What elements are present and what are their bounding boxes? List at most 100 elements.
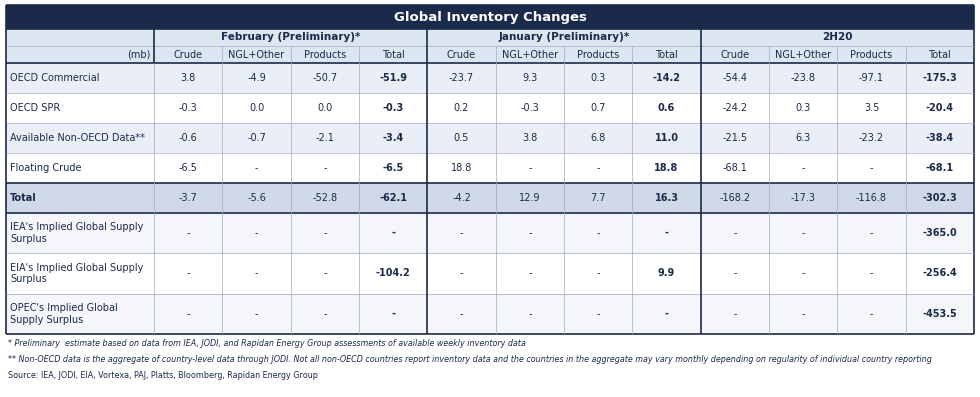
Text: -38.4: -38.4 <box>926 133 954 143</box>
Text: -68.1: -68.1 <box>722 163 748 173</box>
Bar <box>6 63 974 93</box>
Text: -: - <box>528 268 531 278</box>
Text: -: - <box>323 228 326 238</box>
Text: -: - <box>460 268 464 278</box>
Text: -0.3: -0.3 <box>178 103 198 113</box>
Bar <box>6 213 974 253</box>
Text: -2.1: -2.1 <box>316 133 334 143</box>
Text: -3.4: -3.4 <box>382 133 404 143</box>
Text: -4.2: -4.2 <box>452 193 471 203</box>
Text: -62.1: -62.1 <box>379 193 407 203</box>
Text: -23.8: -23.8 <box>791 73 815 83</box>
Text: 9.9: 9.9 <box>658 268 675 278</box>
Text: -: - <box>870 268 873 278</box>
Text: -4.9: -4.9 <box>247 73 266 83</box>
Text: 9.3: 9.3 <box>522 73 537 83</box>
Text: 0.6: 0.6 <box>658 103 675 113</box>
Text: 7.7: 7.7 <box>590 193 606 203</box>
Text: -97.1: -97.1 <box>859 73 884 83</box>
Text: 3.5: 3.5 <box>863 103 879 113</box>
Text: -: - <box>460 309 464 319</box>
Text: 0.2: 0.2 <box>454 103 469 113</box>
Text: -: - <box>323 163 326 173</box>
Text: -: - <box>870 228 873 238</box>
Text: -: - <box>255 309 259 319</box>
Text: Products: Products <box>304 50 346 60</box>
Text: -50.7: -50.7 <box>313 73 337 83</box>
Text: -54.4: -54.4 <box>722 73 748 83</box>
Text: (mb): (mb) <box>126 50 150 60</box>
Text: -175.3: -175.3 <box>922 73 957 83</box>
Text: Products: Products <box>851 50 893 60</box>
Text: Total: Total <box>382 50 405 60</box>
Text: * Preliminary  estimate based on data from IEA, JODI, and Rapidan Energy Group a: * Preliminary estimate based on data fro… <box>8 339 526 348</box>
Text: -302.3: -302.3 <box>922 193 957 203</box>
Text: -5.6: -5.6 <box>247 193 266 203</box>
Text: -23.7: -23.7 <box>449 73 474 83</box>
Text: February (Preliminary)*: February (Preliminary)* <box>220 33 361 42</box>
Text: -: - <box>255 268 259 278</box>
Text: -: - <box>391 309 395 319</box>
Bar <box>6 5 974 29</box>
Text: ** Non-OECD data is the aggregate of country-level data through JODI. Not all no: ** Non-OECD data is the aggregate of cou… <box>8 355 932 364</box>
Text: -: - <box>323 268 326 278</box>
Text: 0.0: 0.0 <box>318 103 332 113</box>
Text: Global Inventory Changes: Global Inventory Changes <box>394 10 586 23</box>
Text: -: - <box>255 228 259 238</box>
Text: -: - <box>802 309 805 319</box>
Text: -365.0: -365.0 <box>922 228 957 238</box>
Text: -0.3: -0.3 <box>382 103 404 113</box>
Text: 18.8: 18.8 <box>451 163 472 173</box>
Text: -17.3: -17.3 <box>791 193 815 203</box>
Text: OECD Commercial: OECD Commercial <box>10 73 100 83</box>
Bar <box>6 123 974 153</box>
Text: -: - <box>597 228 600 238</box>
Text: 6.3: 6.3 <box>796 133 810 143</box>
Text: -: - <box>528 163 531 173</box>
Text: -0.7: -0.7 <box>247 133 266 143</box>
Text: Available Non-OECD Data**: Available Non-OECD Data** <box>10 133 145 143</box>
Text: -21.5: -21.5 <box>722 133 748 143</box>
Text: NGL+Other: NGL+Other <box>775 50 831 60</box>
Text: -: - <box>460 228 464 238</box>
Text: -: - <box>733 309 737 319</box>
Text: 11.0: 11.0 <box>655 133 678 143</box>
Text: Crude: Crude <box>173 50 203 60</box>
Text: 0.5: 0.5 <box>454 133 469 143</box>
Text: -: - <box>664 228 668 238</box>
Text: 3.8: 3.8 <box>522 133 537 143</box>
Text: 6.8: 6.8 <box>591 133 606 143</box>
Bar <box>6 153 974 183</box>
Text: Total: Total <box>10 193 37 203</box>
Text: 3.8: 3.8 <box>180 73 196 83</box>
Text: -24.2: -24.2 <box>722 103 748 113</box>
Text: -68.1: -68.1 <box>926 163 954 173</box>
Text: Total: Total <box>655 50 678 60</box>
Text: Crude: Crude <box>447 50 476 60</box>
Bar <box>6 294 974 334</box>
Text: Floating Crude: Floating Crude <box>10 163 81 173</box>
Text: -: - <box>186 309 190 319</box>
Text: -: - <box>597 309 600 319</box>
Text: -116.8: -116.8 <box>856 193 887 203</box>
Text: -: - <box>733 228 737 238</box>
Text: EIA's Implied Global Supply
Surplus: EIA's Implied Global Supply Surplus <box>10 263 143 284</box>
Bar <box>6 183 974 213</box>
Text: 12.9: 12.9 <box>519 193 541 203</box>
Text: -6.5: -6.5 <box>178 163 198 173</box>
Text: -: - <box>528 228 531 238</box>
Text: -20.4: -20.4 <box>926 103 954 113</box>
Text: 0.0: 0.0 <box>249 103 265 113</box>
Text: -: - <box>733 268 737 278</box>
Text: -: - <box>597 268 600 278</box>
Text: -0.3: -0.3 <box>520 103 539 113</box>
Text: -104.2: -104.2 <box>375 268 411 278</box>
Text: Crude: Crude <box>720 50 750 60</box>
Text: -168.2: -168.2 <box>719 193 751 203</box>
Text: -: - <box>870 163 873 173</box>
Bar <box>6 93 974 123</box>
Text: -: - <box>255 163 259 173</box>
Text: -: - <box>528 309 531 319</box>
Text: 0.3: 0.3 <box>591 73 606 83</box>
Text: OECD SPR: OECD SPR <box>10 103 60 113</box>
